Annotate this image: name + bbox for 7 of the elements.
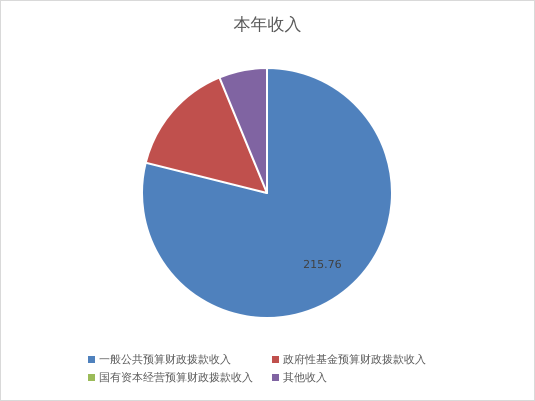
legend-label: 国有资本经营预算财政拨款收入 — [99, 371, 253, 384]
legend-label: 政府性基金预算财政拨款收入 — [283, 353, 426, 366]
pie-slice — [141, 67, 393, 319]
data-label: 215.76 — [303, 258, 342, 271]
legend-label: 一般公共预算财政拨款收入 — [99, 353, 231, 366]
legend-label: 其他收入 — [283, 371, 327, 384]
chart-title: 本年收入 — [234, 15, 302, 35]
